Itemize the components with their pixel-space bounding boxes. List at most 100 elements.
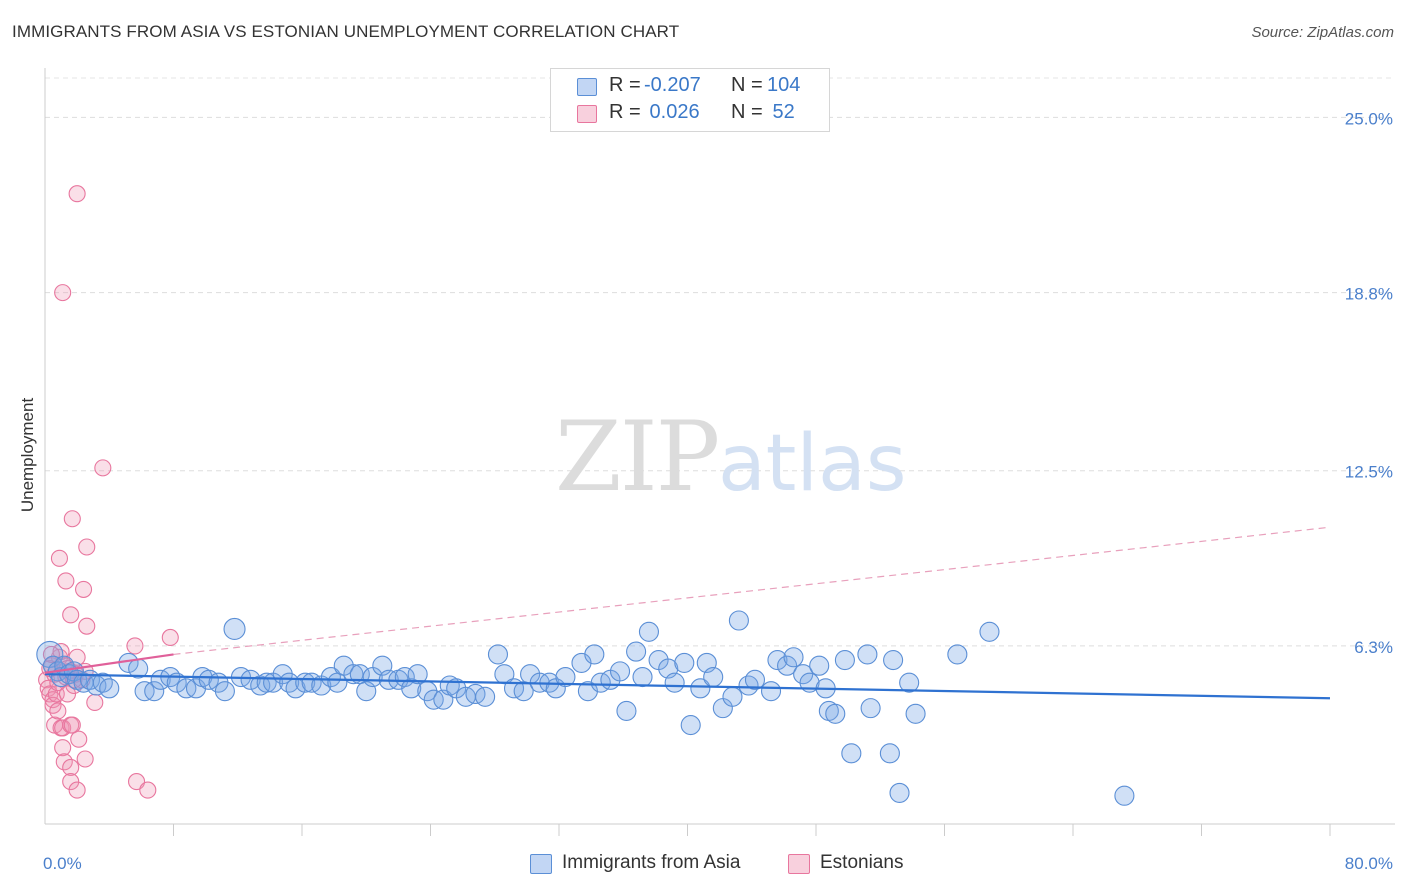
watermark: ZIP atlas <box>555 401 907 513</box>
estonians-point <box>54 284 72 302</box>
asia-point <box>632 666 653 688</box>
series-label-asia: Immigrants from Asia <box>562 852 741 873</box>
asia-point <box>407 664 428 685</box>
estonians-point <box>62 606 80 624</box>
asia-point <box>947 644 968 665</box>
estonians-point <box>58 685 77 703</box>
asia-point <box>857 644 878 665</box>
y-tick-label-1: 12.5% <box>1345 463 1393 482</box>
asia-point <box>728 610 749 631</box>
legend-row-asia: R = -0.207 N = 104 <box>551 73 829 99</box>
chart-source: Source: ZipAtlas.com <box>1251 24 1394 41</box>
gridlines <box>45 77 1395 647</box>
estonians-point <box>57 572 75 590</box>
x-tick-label-0: 0.0% <box>43 854 82 873</box>
series-label-estonians: Estonians <box>820 852 904 873</box>
asia-point <box>166 672 187 693</box>
estonians-point <box>78 538 96 556</box>
asia-point <box>99 678 120 699</box>
asia-point <box>584 644 605 665</box>
estonians-point <box>52 643 70 661</box>
asia-point <box>144 681 165 702</box>
estonians-point <box>44 691 62 709</box>
estonians-point <box>126 637 144 655</box>
asia-point <box>638 621 660 642</box>
legend-n-label-estonians: N = <box>731 101 769 123</box>
estonians-point <box>68 185 86 203</box>
asia-point <box>825 703 846 724</box>
legend-row-estonians: R = 0.026 N = 52 <box>551 100 829 126</box>
legend-n-value-estonians: 52 <box>767 101 795 123</box>
estonians-point <box>49 702 67 720</box>
asia-point <box>616 700 637 721</box>
y-tick-label-0: 6.3% <box>1354 638 1393 657</box>
asia-point <box>841 743 862 764</box>
x-tick-labels: 0.0% 80.0% <box>43 854 1393 873</box>
asia-point <box>883 650 904 671</box>
asia-point <box>1114 785 1135 806</box>
asia-point <box>722 686 743 707</box>
asia-point <box>664 672 685 693</box>
estonians-point <box>76 750 94 768</box>
legend-n-value-asia: 104 <box>767 74 801 96</box>
asia-point <box>475 686 496 707</box>
asia-point <box>834 650 855 671</box>
estonians-point <box>62 758 80 777</box>
estonians-point <box>68 781 86 799</box>
asia-point <box>487 644 509 665</box>
asia-point <box>860 698 881 719</box>
asia-point <box>889 782 910 803</box>
series-swatch-asia <box>530 854 552 874</box>
asia-point <box>223 617 246 641</box>
asia-point <box>555 666 576 688</box>
estonians-point <box>75 580 93 598</box>
estonians-point <box>161 628 179 647</box>
asia-point <box>240 669 261 690</box>
estonians-point <box>50 549 69 567</box>
estonians-point <box>139 781 157 799</box>
estonians-point <box>63 510 81 528</box>
watermark-zip: ZIP <box>555 401 718 513</box>
asia-point <box>767 650 788 671</box>
y-tick-labels: 6.3% 12.5% 18.8% 25.0% <box>1345 109 1393 657</box>
correlation-legend: R = -0.207 N = 104 R = 0.026 N = 52 <box>550 68 830 132</box>
asia-point <box>680 715 701 736</box>
legend-r-value-asia: -0.207 <box>644 74 701 96</box>
trend-lines <box>44 526 1331 700</box>
asia-point <box>92 672 113 693</box>
legend-r-label-asia: R = <box>609 74 647 96</box>
estonians-point <box>78 617 96 635</box>
estonians-trend-line <box>44 653 174 674</box>
asia-point <box>609 661 631 682</box>
y-tick-label-2: 18.8% <box>1345 285 1393 304</box>
estonians-point <box>55 753 73 771</box>
estonians-point <box>86 693 104 712</box>
asia-point <box>905 703 926 724</box>
legend-n-label-asia: N = <box>731 74 769 96</box>
asia-point <box>744 669 766 690</box>
asia-point <box>899 672 920 693</box>
estonians-point <box>70 730 88 748</box>
asia-point <box>320 666 341 688</box>
legend-r-label-estonians: R = <box>609 101 647 123</box>
chart-title: IMMIGRANTS FROM ASIA VS ESTONIAN UNEMPLO… <box>12 22 680 41</box>
asia-point <box>783 647 804 668</box>
series-swatch-estonians <box>788 854 810 874</box>
asia-point <box>626 641 647 662</box>
estonians-point <box>54 739 72 757</box>
asia-point <box>760 681 782 702</box>
estonians-point <box>94 459 112 477</box>
legend-r-value-estonians: 0.026 <box>644 101 700 123</box>
asia-point <box>979 621 1000 642</box>
asia-point <box>738 675 759 696</box>
asia-point <box>879 743 900 764</box>
estonians-point <box>63 716 81 734</box>
watermark-atlas: atlas <box>718 419 907 509</box>
y-tick-label-3: 25.0% <box>1345 109 1393 128</box>
estonians-point <box>62 773 80 791</box>
legend-swatch-asia <box>577 78 597 96</box>
asia-trend-line <box>44 673 1331 700</box>
legend-swatch-estonians <box>577 105 597 123</box>
estonians-points <box>38 185 179 799</box>
